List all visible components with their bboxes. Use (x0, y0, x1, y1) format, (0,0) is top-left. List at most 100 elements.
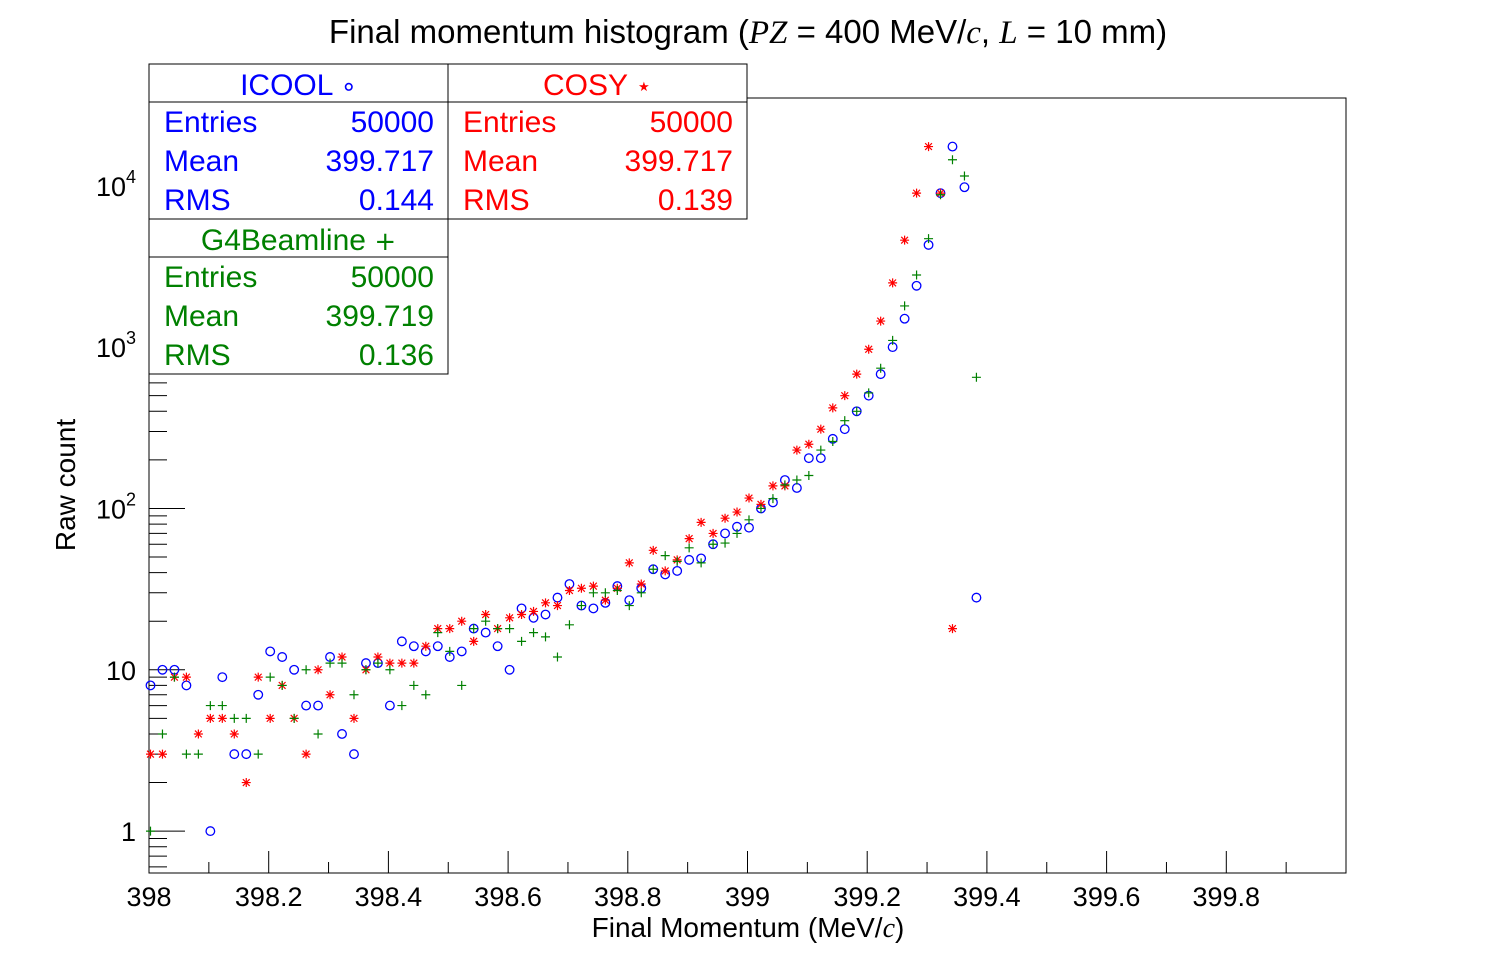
title-part-0: Final momentum histogram ( (329, 13, 749, 50)
data-point-cosy (900, 235, 910, 245)
title-part-1: PZ (748, 15, 788, 51)
data-point-g4beamline (768, 494, 778, 504)
data-point-cosy (696, 517, 706, 527)
y-tick-label: 102 (96, 489, 136, 524)
data-point-cosy (421, 641, 431, 651)
data-point-cosy (684, 534, 694, 544)
data-point-icool (911, 280, 922, 291)
data-point-icool (384, 700, 395, 711)
data-point-cosy (517, 610, 527, 620)
data-point-cosy (529, 606, 539, 616)
stats-label: Entries (463, 106, 556, 139)
y-tick-label: 1 (121, 817, 136, 847)
data-point-cosy (947, 624, 957, 634)
stats-label: Mean (164, 300, 239, 333)
data-point-g4beamline (169, 672, 179, 682)
data-point-g4beamline (971, 372, 981, 382)
stats-label: RMS (463, 184, 530, 217)
data-point-icool (803, 453, 814, 464)
data-point-icool (229, 749, 240, 760)
data-point-cosy (205, 713, 215, 723)
data-point-g4beamline (900, 301, 910, 311)
data-point-cosy (648, 545, 658, 555)
data-point-cosy (181, 672, 191, 682)
data-point-g4beamline (217, 701, 227, 711)
data-point-icool (672, 565, 683, 576)
data-point-g4beamline (349, 690, 359, 700)
data-point-g4beamline (864, 388, 874, 398)
data-point-icool (313, 700, 324, 711)
data-point-cosy (732, 507, 742, 517)
data-point-g4beamline (828, 436, 838, 446)
data-point-cosy (576, 583, 586, 593)
data-point-cosy (337, 652, 347, 662)
stats-label: Entries (164, 106, 257, 139)
data-point-cosy (145, 749, 155, 759)
data-point-icool (217, 672, 228, 683)
x-tick-label: 399.2 (833, 882, 901, 912)
data-point-g4beamline (720, 538, 730, 548)
marker-symbol-icon: ⋆ (636, 72, 652, 102)
data-point-g4beamline (145, 826, 155, 836)
y-axis-title: Raw count (50, 419, 81, 552)
stats-label: RMS (164, 184, 231, 217)
data-point-icool (815, 453, 826, 464)
data-point-g4beamline (732, 528, 742, 538)
data-point-g4beamline (505, 624, 515, 634)
stats-box-cosy: COSY ⋆ Entries 50000 Mean 399.717 RMS 0.139 (447, 63, 748, 220)
data-point-g4beamline (397, 701, 407, 711)
data-point-g4beamline (888, 335, 898, 345)
data-point-g4beamline (588, 588, 598, 598)
data-point-cosy (325, 690, 335, 700)
data-point-g4beamline (529, 628, 539, 638)
stats-box-title: G4Beamline + (201, 224, 396, 257)
data-point-g4beamline (876, 363, 886, 373)
data-point-cosy (481, 610, 491, 620)
data-point-g4beamline (421, 690, 431, 700)
data-point-g4beamline (780, 480, 790, 490)
data-point-g4beamline (912, 270, 922, 280)
data-point-cosy (385, 658, 395, 668)
data-point-g4beamline (361, 665, 371, 675)
data-point-icool (396, 636, 407, 647)
stats-label: RMS (164, 339, 231, 372)
x-axis-title: Final Momentum (MeV/c) (592, 912, 905, 944)
data-point-g4beamline (517, 636, 527, 646)
data-point-g4beamline (337, 658, 347, 668)
data-point-g4beamline (636, 588, 646, 598)
title-part-2: = 400 MeV/ (787, 13, 967, 50)
data-point-cosy (397, 658, 407, 668)
data-point-g4beamline (924, 234, 934, 244)
data-point-icool (337, 729, 347, 739)
data-point-g4beamline (840, 416, 850, 426)
data-point-cosy (876, 316, 886, 326)
data-point-icool (265, 646, 276, 657)
data-point-icool (791, 482, 802, 493)
x-title-part-0: Final Momentum (MeV/ (592, 912, 883, 943)
data-point-cosy (541, 598, 551, 608)
stats-box-g4beamline: G4Beamline + Entries 50000 Mean 399.719 RMS 0.… (148, 218, 449, 375)
data-point-icool (301, 700, 312, 711)
x-tick-label: 398.2 (235, 882, 303, 912)
series-g4beamline (145, 155, 981, 836)
data-point-icool (277, 652, 288, 662)
data-point-g4beamline (552, 652, 562, 662)
data-point-cosy (445, 624, 455, 634)
data-point-g4beamline (576, 601, 586, 611)
stats-value: 399.717 (326, 145, 434, 178)
data-point-cosy (828, 403, 838, 413)
x-tick-label: 399.4 (953, 882, 1021, 912)
data-point-icool (947, 141, 958, 152)
stats-label: Mean (463, 145, 538, 178)
data-point-g4beamline (756, 503, 766, 513)
x-title-part-1: c (883, 913, 896, 944)
stats-label: Entries (164, 261, 257, 294)
data-point-cosy (505, 613, 515, 623)
data-point-icool (432, 641, 443, 652)
data-point-cosy (313, 665, 323, 675)
stats-boxes: ICOOL ∘ Entries 50000 Mean 399.717 RMS 0.144 CO… (148, 63, 748, 375)
stats-box-icool: ICOOL ∘ Entries 50000 Mean 399.717 RMS 0.144 (148, 63, 449, 220)
data-point-g4beamline (385, 665, 395, 675)
data-point-cosy (588, 581, 598, 591)
